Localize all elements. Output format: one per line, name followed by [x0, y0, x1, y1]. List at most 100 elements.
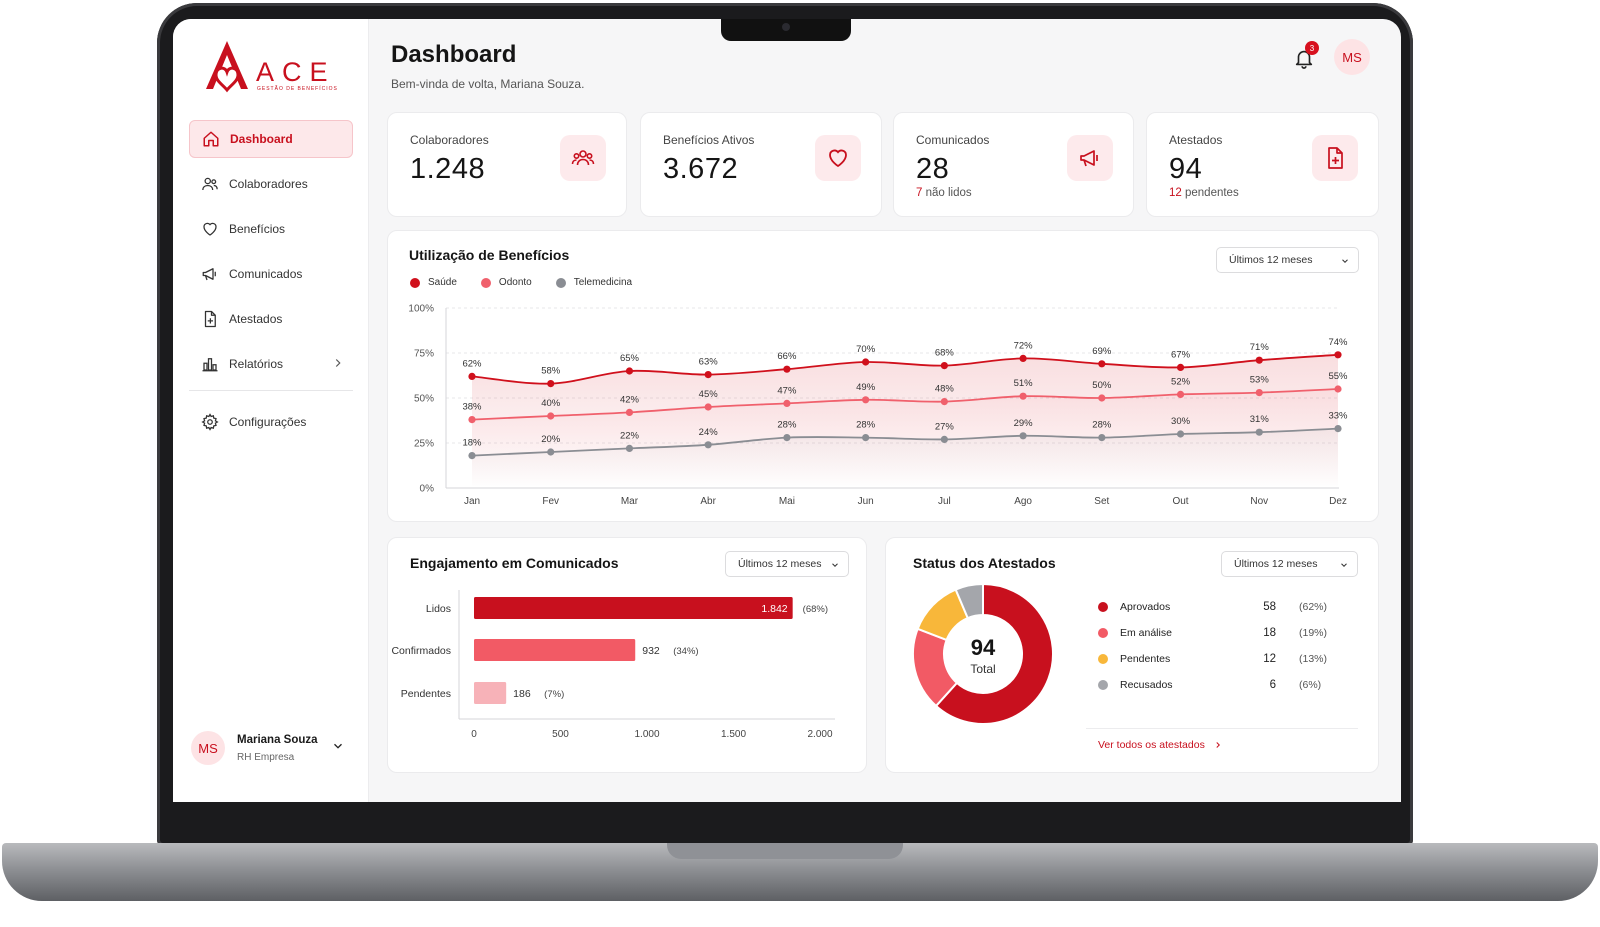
laptop-base-notch: [667, 843, 903, 859]
y-tick-label: 75%: [414, 349, 434, 360]
sidebar-item-comunicados[interactable]: Comunicados: [189, 255, 353, 293]
stat-card-beneficios[interactable]: Benefícios Ativos 3.672: [640, 112, 882, 217]
stat-icon-container: [1312, 135, 1358, 181]
sidebar-item-configuracoes[interactable]: Configurações: [189, 403, 353, 441]
status-label: Em análise: [1120, 627, 1172, 639]
bar: [474, 597, 793, 619]
sidebar-item-dashboard[interactable]: Dashboard: [189, 120, 353, 158]
data-point: [1019, 392, 1027, 400]
data-label: 72%: [1014, 340, 1034, 351]
sidebar-item-beneficios[interactable]: Benefícios: [189, 210, 353, 248]
data-label: 49%: [856, 382, 876, 393]
stat-value: 28: [916, 153, 950, 185]
data-point: [940, 362, 948, 370]
sidebar-item-relatorios[interactable]: Relatórios: [189, 345, 353, 383]
data-point: [468, 372, 476, 380]
sidebar-item-label: Atestados: [229, 312, 283, 326]
period-dropdown[interactable]: Últimos 12 meses: [725, 551, 849, 577]
certificates-status-card: Status dos Atestados Últimos 12 meses 94…: [885, 537, 1379, 773]
status-percent: (19%): [1299, 627, 1328, 639]
sidebar-item-atestados[interactable]: Atestados: [189, 300, 353, 338]
sidebar-item-colaboradores[interactable]: Colaboradores: [189, 165, 353, 203]
chevron-down-icon: [1342, 259, 1348, 263]
x-tick-label: 0: [471, 729, 477, 740]
data-label: 70%: [856, 344, 876, 355]
user-menu[interactable]: MS Mariana Souza RH Empresa: [191, 728, 351, 770]
data-point: [547, 380, 555, 388]
data-label: 62%: [462, 358, 482, 369]
stat-card-comunicados[interactable]: Comunicados 28 7 não lidos: [893, 112, 1134, 217]
benefits-usage-card: Utilização de Benefícios Últimos 12 mese…: [387, 230, 1379, 522]
data-label: 27%: [935, 421, 955, 432]
value-label: 1.842: [761, 603, 787, 615]
sidebar-item-label: Dashboard: [230, 132, 293, 146]
data-label: 52%: [1171, 376, 1191, 387]
engagement-card: Engajamento em Comunicados Últimos 12 me…: [387, 537, 867, 773]
view-all-certificates-link[interactable]: Ver todos os atestados: [1098, 739, 1223, 751]
stat-note-text: pendentes: [1181, 187, 1239, 199]
status-dot: [1098, 628, 1108, 638]
data-point: [1334, 351, 1342, 359]
bar: [474, 682, 507, 704]
y-tick-label: 25%: [414, 439, 434, 450]
x-tick-label: Mar: [621, 496, 639, 507]
x-tick-label: Set: [1094, 496, 1109, 507]
donut-slice: [934, 582, 1054, 725]
page-subtitle: Bem-vinda de volta, Mariana Souza.: [391, 77, 585, 91]
header-avatar[interactable]: MS: [1334, 39, 1370, 75]
data-point: [625, 444, 634, 452]
avatar: MS: [191, 731, 225, 765]
stat-value: 1.248: [410, 153, 486, 185]
legend-item: Telemedicina: [555, 277, 632, 288]
stat-icon-container: [815, 135, 861, 181]
chart-title: Status dos Atestados: [913, 555, 1056, 571]
home-icon: [203, 131, 219, 147]
users-icon: [202, 177, 218, 191]
data-point: [940, 398, 948, 406]
data-label: 66%: [777, 351, 797, 362]
data-label: 68%: [935, 348, 955, 359]
series-area: [472, 428, 1338, 488]
file-plus-icon: [1328, 147, 1343, 169]
megaphone-icon: [1080, 150, 1098, 167]
bar-chart: 0 500 1.000 1.500 2.000 Lidos 1.842 (68%) Confir…: [391, 590, 835, 740]
status-percent: (62%): [1299, 601, 1328, 613]
stat-value: 94: [1169, 153, 1203, 185]
period-dropdown[interactable]: Últimos 12 meses: [1216, 247, 1359, 273]
category-label: Pendentes: [401, 688, 451, 700]
data-label: 67%: [1171, 349, 1191, 360]
data-point: [625, 367, 634, 375]
chevron-right-icon: [1216, 742, 1220, 748]
dropdown-value: Últimos 12 meses: [738, 558, 822, 570]
period-dropdown[interactable]: Últimos 12 meses: [1221, 551, 1358, 577]
data-label: 28%: [1092, 420, 1112, 431]
logo[interactable]: ACE GESTÃO DE BENEFÍCIOS: [203, 39, 337, 93]
data-label: 30%: [1171, 416, 1191, 427]
data-label: 51%: [1014, 378, 1034, 389]
legend-dot: [555, 277, 566, 288]
data-label: 63%: [699, 357, 719, 368]
stat-card-colaboradores[interactable]: Colaboradores 1.248: [387, 112, 627, 217]
status-dot: [1098, 654, 1108, 664]
users-icon: [571, 150, 595, 166]
data-label: 53%: [1250, 375, 1270, 386]
chevron-right-icon: [335, 359, 341, 367]
status-percent: (6%): [1299, 679, 1322, 691]
notification-badge: 3: [1305, 41, 1319, 55]
data-label: 40%: [541, 398, 561, 409]
stat-label: Colaboradores: [410, 133, 489, 147]
gear-icon: [201, 413, 219, 431]
data-label: 74%: [1328, 337, 1348, 348]
chevron-down-icon: [334, 743, 342, 749]
status-row: Recusados 6 (6%): [1086, 676, 1326, 696]
data-label: 47%: [777, 385, 797, 396]
x-tick-label: Ago: [1014, 496, 1032, 507]
data-label: 65%: [620, 353, 640, 364]
stat-card-atestados[interactable]: Atestados 94 12 pendentes: [1146, 112, 1379, 217]
data-label: 31%: [1250, 414, 1270, 425]
bar-chart-icon: [202, 358, 218, 372]
ace-logo-icon: [206, 41, 248, 93]
series-line: [471, 427, 1339, 457]
data-label: 50%: [1092, 380, 1112, 391]
